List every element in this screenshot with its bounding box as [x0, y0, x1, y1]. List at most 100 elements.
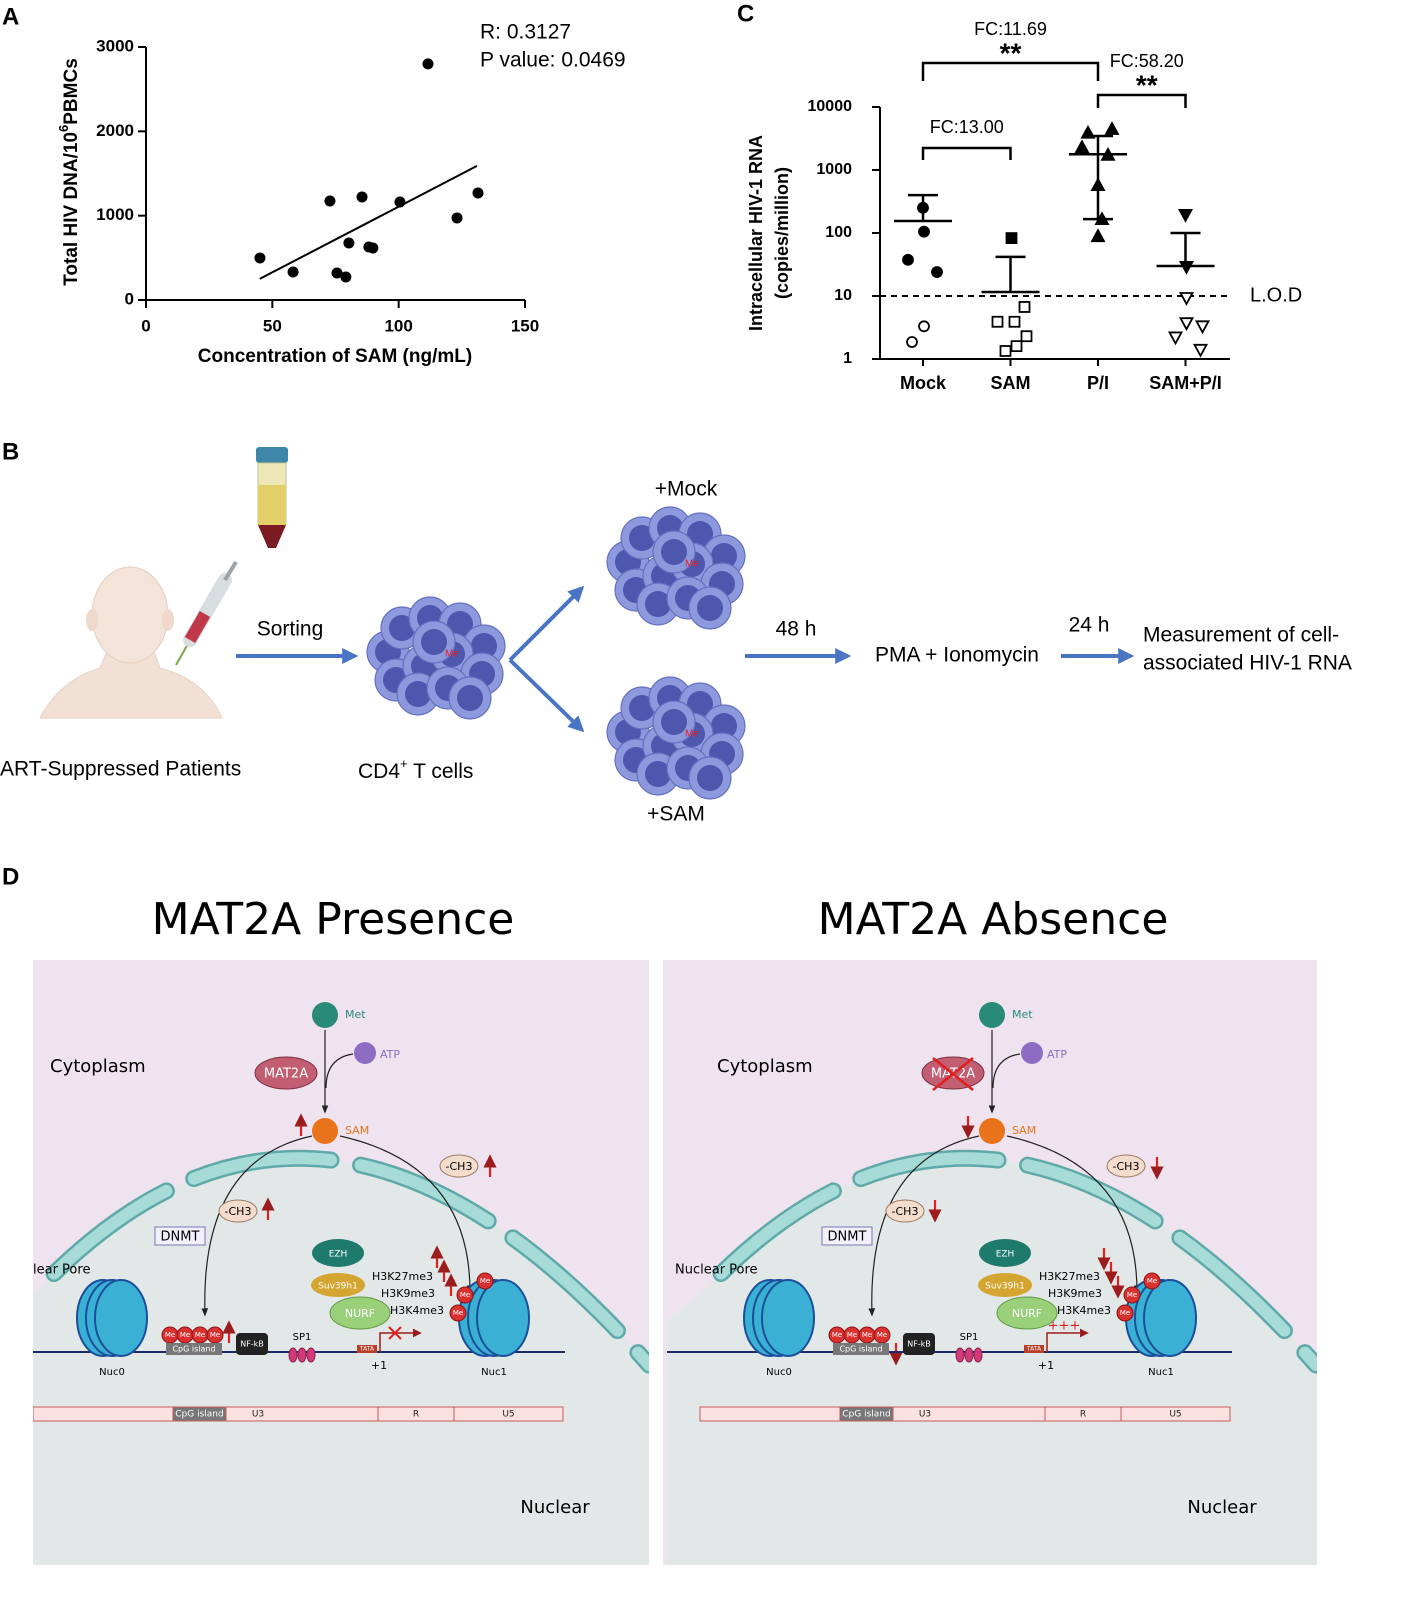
y-axis-label: Intracellular HIV-1 RNA (copies/million)	[746, 135, 792, 331]
point	[1167, 331, 1184, 346]
sp1-label: SP1	[293, 1332, 312, 1343]
cell-nucleus	[697, 765, 723, 791]
point	[356, 191, 368, 203]
point	[918, 320, 930, 333]
methyl-label: Me	[195, 1331, 205, 1339]
point	[254, 252, 266, 264]
panel-letter: A	[2, 3, 19, 30]
x-tick-label: P/I	[1087, 373, 1109, 393]
met	[979, 1002, 1005, 1028]
x-tick-label: Mock	[900, 373, 947, 393]
x-axis-label: Concentration of SAM (ng/mL)	[198, 346, 472, 367]
head	[91, 566, 169, 664]
methyl-label: Me	[1127, 1291, 1137, 1299]
point	[367, 242, 379, 254]
dnmt-label: DNMT	[828, 1230, 867, 1245]
panel-letter: B	[2, 438, 19, 465]
suv39h1	[978, 1273, 1032, 1297]
methyl-flow	[201, 1135, 313, 1317]
point	[331, 267, 343, 279]
nucleosome	[761, 1279, 815, 1357]
ezh-label: EZH	[996, 1250, 1015, 1260]
histone-mark: H3K27me3	[1039, 1270, 1100, 1283]
point	[1005, 232, 1018, 244]
tata	[357, 1345, 377, 1353]
cell-nucleus	[645, 591, 671, 617]
point	[472, 187, 484, 199]
point	[340, 271, 352, 283]
ltr-segment	[225, 1406, 379, 1422]
ltr-label: U3	[919, 1410, 931, 1420]
transcription-label: +++	[1048, 1319, 1081, 1334]
ch3	[885, 1199, 925, 1223]
methyl	[1116, 1304, 1134, 1322]
point	[902, 253, 914, 266]
cell-mark: Me	[685, 559, 699, 570]
ltr-label: U5	[502, 1410, 514, 1420]
fc-label: FC:58.20	[1110, 51, 1184, 71]
tata-label: TATA	[1026, 1346, 1042, 1353]
envelope	[33, 1152, 649, 1371]
sam-label: SAM	[345, 1124, 369, 1137]
y-tick-label: 2000	[96, 121, 134, 140]
cpg-island	[166, 1343, 222, 1355]
cell-nucleus	[471, 633, 497, 659]
label: 24 h	[1069, 614, 1110, 637]
ch3	[1106, 1154, 1146, 1178]
suv-label: Suv39h1	[318, 1282, 358, 1292]
point	[343, 237, 355, 249]
tss-label: +1	[1038, 1359, 1054, 1372]
cell-nucleus	[697, 595, 723, 621]
significance: **	[1000, 37, 1022, 68]
suv39h1	[311, 1273, 365, 1297]
significance: **	[1136, 69, 1158, 100]
nfkb-label: NF-kB	[907, 1340, 931, 1349]
envelope	[694, 1152, 1317, 1371]
lod-label: L.O.D	[1250, 284, 1302, 306]
point	[422, 58, 434, 70]
y-tick-label: 1	[843, 350, 852, 367]
nucleosome-label: Nuc0	[99, 1367, 125, 1378]
panel: CytoplasmNuclearMetATPMAT2ASAM-CH3-CH3DN…	[667, 1002, 1317, 1565]
bracket	[921, 146, 1012, 160]
ear	[86, 609, 98, 631]
ezh	[979, 1239, 1031, 1267]
nurf-label: NURF	[1012, 1307, 1042, 1320]
met	[312, 1002, 338, 1028]
mat2a	[254, 1056, 318, 1090]
nucleosome	[1143, 1279, 1197, 1357]
cell-nucleus	[711, 713, 737, 739]
point	[999, 345, 1012, 357]
cell-nucleus	[711, 543, 737, 569]
methyl	[1123, 1286, 1141, 1304]
sp1	[964, 1347, 974, 1363]
compartment-label: Nuclear	[520, 1497, 590, 1518]
dnmt	[154, 1226, 206, 1246]
ltr-bar	[33, 1406, 174, 1422]
ltr-label: CpG island	[175, 1410, 223, 1420]
methyl-label: Me	[453, 1309, 463, 1317]
point	[1074, 139, 1090, 154]
atp-label: ATP	[1047, 1048, 1067, 1061]
sam	[312, 1118, 338, 1144]
point	[1090, 228, 1106, 243]
nucleus	[33, 1158, 649, 1565]
transcription	[379, 1328, 422, 1352]
methyl-label: Me	[862, 1331, 872, 1339]
ch3-label: -CH3	[1113, 1160, 1140, 1173]
label-part: CD4	[358, 760, 400, 783]
histone-mark: H3K9me3	[381, 1287, 435, 1300]
cell-nucleus	[661, 539, 687, 565]
nucleosome-label: Nuc1	[481, 1367, 507, 1378]
point	[931, 266, 943, 278]
transcription	[1046, 1328, 1089, 1352]
methyl-flow	[1006, 1135, 1141, 1294]
y-tick-label: 10000	[808, 98, 853, 115]
methyl-label: Me	[847, 1331, 857, 1339]
fc-label: FC:13.00	[930, 117, 1004, 137]
reaction-arrow	[325, 1053, 354, 1089]
methyl-label: Me	[1147, 1277, 1157, 1285]
methyl-label: Me	[480, 1277, 490, 1285]
y-axis-label-part: Total HIV DNA/10	[61, 132, 82, 286]
